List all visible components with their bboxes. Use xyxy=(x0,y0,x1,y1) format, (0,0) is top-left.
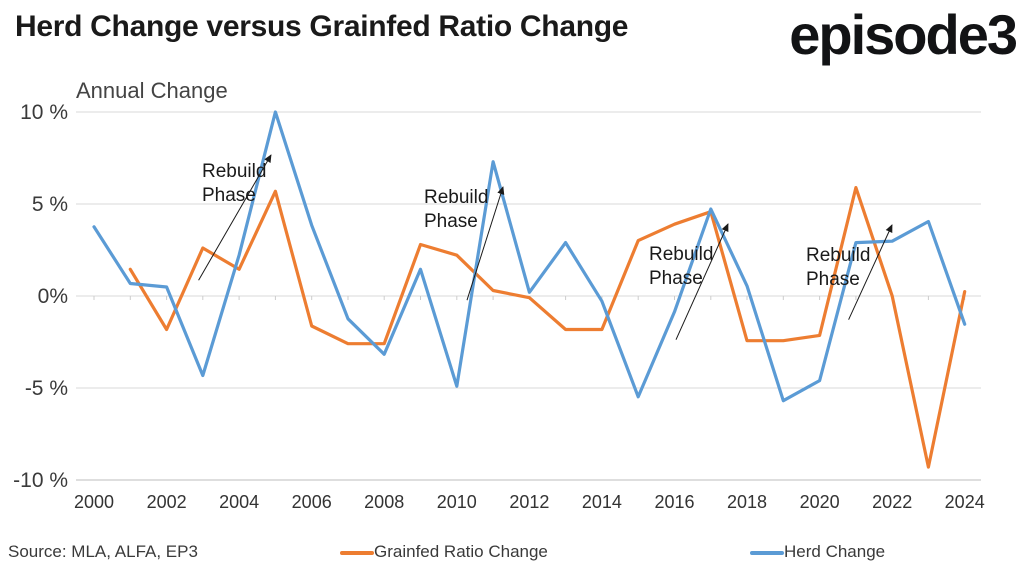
svg-text:0%: 0% xyxy=(38,285,68,308)
svg-text:2008: 2008 xyxy=(364,492,404,512)
svg-text:2018: 2018 xyxy=(727,492,767,512)
svg-text:Annual Change: Annual Change xyxy=(76,78,228,103)
svg-text:Rebuild: Rebuild xyxy=(649,244,713,265)
svg-text:2012: 2012 xyxy=(509,492,549,512)
svg-text:2022: 2022 xyxy=(872,492,912,512)
svg-text:5 %: 5 % xyxy=(32,193,68,216)
svg-text:2006: 2006 xyxy=(292,492,332,512)
svg-text:-5 %: -5 % xyxy=(25,377,68,400)
svg-text:2002: 2002 xyxy=(147,492,187,512)
svg-text:2024: 2024 xyxy=(945,492,985,512)
svg-text:Phase: Phase xyxy=(424,211,478,232)
svg-text:2000: 2000 xyxy=(74,492,114,512)
svg-text:Rebuild: Rebuild xyxy=(806,245,870,266)
svg-text:-10 %: -10 % xyxy=(13,469,68,492)
svg-text:2014: 2014 xyxy=(582,492,622,512)
svg-text:2010: 2010 xyxy=(437,492,477,512)
svg-text:Phase: Phase xyxy=(806,269,860,290)
svg-text:2004: 2004 xyxy=(219,492,259,512)
svg-text:2020: 2020 xyxy=(800,492,840,512)
svg-text:Rebuild: Rebuild xyxy=(424,187,488,208)
svg-text:Phase: Phase xyxy=(649,268,703,289)
svg-text:10 %: 10 % xyxy=(20,101,68,124)
svg-text:2016: 2016 xyxy=(654,492,694,512)
